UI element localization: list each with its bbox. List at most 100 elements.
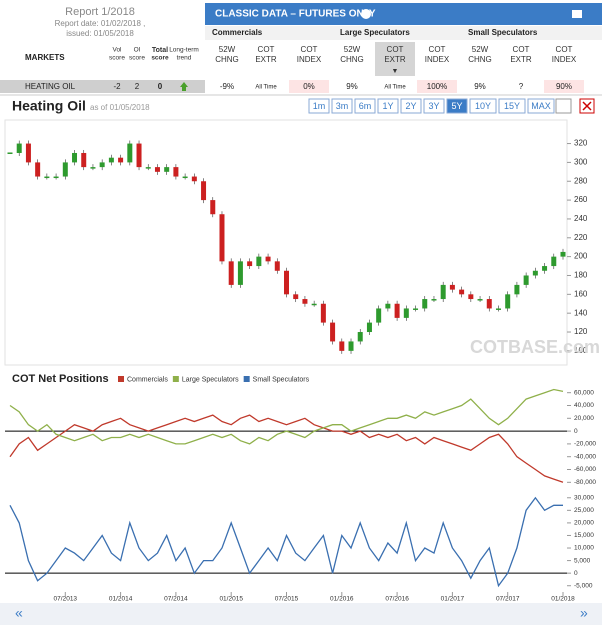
data-cell: -9%: [220, 82, 234, 91]
column-header: COT: [387, 45, 404, 54]
y-tick-label: 320: [574, 139, 588, 148]
column-header: EXTR: [255, 55, 277, 64]
market-header: MARKETS: [25, 53, 65, 62]
nav-bar: [0, 603, 602, 625]
range-label[interactable]: 3Y: [428, 101, 439, 111]
y-tick-label: 140: [574, 308, 588, 317]
score-header: trend: [177, 55, 192, 62]
report-date: Report date: 01/02/2018 ,: [55, 19, 146, 28]
column-header: CHNG: [215, 55, 239, 64]
selected-column[interactable]: [375, 42, 415, 76]
print-button[interactable]: [555, 98, 572, 114]
range-button[interactable]: [377, 98, 399, 114]
series-line: [9, 388, 564, 445]
candle: [210, 200, 216, 215]
help-icon[interactable]: [361, 9, 371, 19]
candle: [486, 299, 492, 309]
candle: [523, 275, 529, 285]
y-tick-label: 240: [574, 214, 588, 223]
range-label[interactable]: 1m: [313, 101, 326, 111]
candle: [247, 261, 253, 267]
column-header: 52W: [472, 45, 489, 54]
y-tick-label: 15,000: [574, 532, 594, 539]
y-tick-label: 260: [574, 195, 588, 204]
group-header: Commercials: [212, 28, 263, 37]
candle: [302, 299, 308, 304]
candle: [164, 167, 170, 172]
column-header: INDEX: [297, 55, 322, 64]
range-label[interactable]: 2Y: [405, 101, 416, 111]
candle: [422, 299, 428, 309]
nav-prev[interactable]: «: [15, 605, 23, 621]
price-frame: [4, 119, 568, 366]
series-line: [9, 414, 564, 483]
y-tick-label: -80,000: [574, 479, 596, 486]
range-label[interactable]: 5Y: [451, 101, 462, 111]
candle: [339, 341, 345, 351]
range-label[interactable]: 1Y: [382, 101, 393, 111]
range-label[interactable]: 15Y: [504, 101, 520, 111]
market-name[interactable]: HEATING OIL: [25, 82, 76, 91]
legend-swatch: [118, 376, 124, 382]
y-tick-label: 30,000: [574, 494, 594, 501]
range-label[interactable]: MAX: [531, 101, 551, 111]
range-button[interactable]: [527, 98, 555, 114]
column-header: COT: [301, 45, 318, 54]
group-header: Small Speculators: [468, 28, 538, 37]
candle: [514, 284, 520, 295]
range-label[interactable]: 10Y: [475, 101, 491, 111]
y-tick-label: 40,000: [574, 402, 594, 409]
y-tick-label: -60,000: [574, 466, 596, 473]
x-tick-label: 07/2014: [164, 596, 188, 603]
candle: [72, 152, 78, 163]
candle: [173, 167, 179, 177]
group-header: Large Speculators: [340, 28, 410, 37]
range-button[interactable]: [354, 98, 376, 114]
series-line: [9, 496, 563, 588]
x-tick-label: 07/2013: [54, 596, 78, 603]
range-label[interactable]: 3m: [336, 101, 349, 111]
y-tick-label: 10,000: [574, 545, 594, 552]
y-tick-label: 5,000: [574, 557, 591, 564]
candle: [468, 294, 474, 300]
y-tick-label: 300: [574, 158, 588, 167]
y-tick-label: -20,000: [574, 441, 596, 448]
score-header: Total: [152, 47, 168, 54]
range-button[interactable]: [331, 98, 353, 114]
range-button[interactable]: [423, 98, 445, 114]
panel-title: COT Net Positions: [12, 373, 109, 385]
candle: [394, 303, 400, 318]
candle: [477, 299, 483, 301]
column-header: 52W: [219, 45, 236, 54]
index-cell-bg: [544, 80, 584, 93]
candle: [201, 181, 207, 201]
candle: [274, 261, 280, 271]
range-label[interactable]: 6m: [359, 101, 372, 111]
candle: [154, 167, 160, 172]
x-tick-label: 01/2018: [551, 596, 575, 603]
range-button[interactable]: [308, 98, 330, 114]
x-tick-label: 07/2017: [496, 596, 520, 603]
table-header-bar: [205, 3, 602, 25]
as-of: as of 01/05/2018: [90, 103, 150, 112]
range-button[interactable]: [400, 98, 422, 114]
candle: [81, 152, 87, 168]
x-tick-label: 07/2016: [385, 596, 409, 603]
legend-label: Small Speculators: [253, 376, 310, 383]
range-button[interactable]: [498, 98, 526, 114]
data-cell: 9%: [346, 82, 358, 91]
candle: [237, 261, 243, 285]
candle: [431, 299, 437, 301]
range-button[interactable]: [446, 98, 468, 114]
print-icon[interactable]: [572, 10, 582, 18]
nav-next[interactable]: »: [580, 605, 588, 621]
report-title: Report 1/2018: [65, 6, 135, 18]
data-cell: 9%: [474, 82, 486, 91]
candle: [284, 270, 289, 295]
candle: [403, 308, 409, 318]
column-header: INDEX: [552, 55, 577, 64]
candle: [7, 152, 13, 154]
candle: [560, 251, 566, 257]
score-header: score: [151, 55, 169, 62]
range-button[interactable]: [469, 98, 497, 114]
